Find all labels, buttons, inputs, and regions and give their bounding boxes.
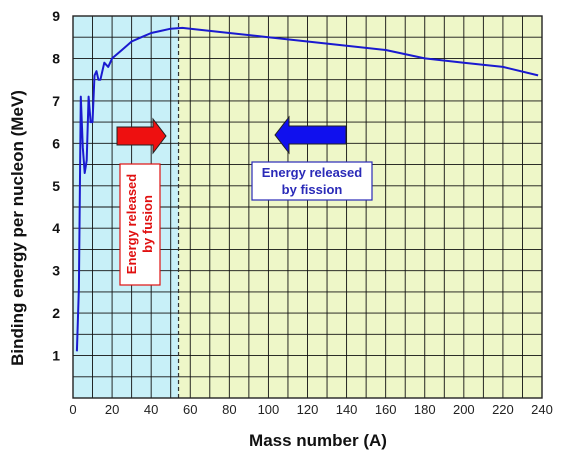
fusion-label-line-1: Energy released xyxy=(124,174,139,275)
x-tick-label: 220 xyxy=(492,402,514,417)
fusion-label-box: Energy released by fusion xyxy=(119,163,161,286)
y-tick-labels: 1 2 3 4 5 6 7 8 9 xyxy=(52,8,60,364)
x-axis-title: Mass number (A) xyxy=(249,431,387,450)
fusion-arrow xyxy=(116,117,167,155)
y-tick-label: 5 xyxy=(52,178,60,194)
y-tick-label: 2 xyxy=(52,305,60,321)
x-tick-label: 100 xyxy=(258,402,280,417)
binding-energy-curve xyxy=(75,26,539,352)
x-tick-label: 200 xyxy=(453,402,475,417)
y-tick-label: 3 xyxy=(52,263,60,279)
x-tick-label: 140 xyxy=(336,402,358,417)
y-tick-label: 1 xyxy=(52,348,60,364)
plot-frame xyxy=(72,15,543,399)
x-tick-label: 240 xyxy=(531,402,553,417)
fusion-arrow-shape xyxy=(116,117,167,155)
fission-label-line-2: by fission xyxy=(282,182,343,197)
y-tick-label: 4 xyxy=(52,220,60,236)
x-tick-label: 180 xyxy=(414,402,436,417)
y-tick-label: 7 xyxy=(52,93,60,109)
x-tick-label: 160 xyxy=(375,402,397,417)
x-tick-labels: 0 20 40 60 80 100 120 140 160 180 200 220 240 xyxy=(69,402,552,417)
y-tick-label: 6 xyxy=(52,135,60,151)
fusion-label-line-2: by fusion xyxy=(140,195,155,253)
grid xyxy=(73,16,542,398)
x-tick-label: 0 xyxy=(69,402,76,417)
x-tick-label: 80 xyxy=(222,402,236,417)
fission-label-line-1: Energy released xyxy=(262,165,363,180)
x-tick-label: 20 xyxy=(105,402,119,417)
x-tick-label: 120 xyxy=(297,402,319,417)
x-tick-label: 40 xyxy=(144,402,158,417)
fission-label-box: Energy released by fission xyxy=(251,161,373,201)
fission-arrow xyxy=(274,115,347,155)
y-axis-title: Binding energy per nucleon (MeV) xyxy=(8,90,27,366)
y-tick-label: 8 xyxy=(52,50,60,66)
fission-arrow-shape xyxy=(274,115,347,155)
series-lines xyxy=(75,26,539,352)
x-tick-label: 60 xyxy=(183,402,197,417)
y-tick-label: 9 xyxy=(52,8,60,24)
